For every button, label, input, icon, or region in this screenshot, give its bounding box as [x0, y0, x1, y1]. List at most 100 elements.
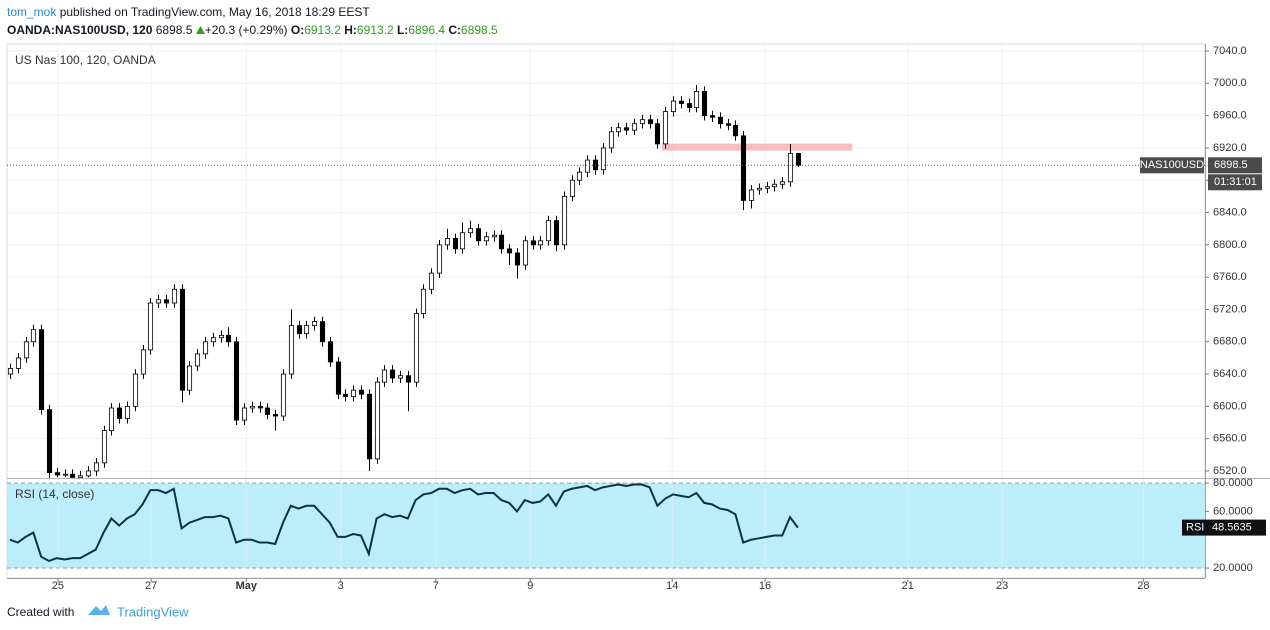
candle-body [405, 375, 412, 383]
candle-body [381, 369, 388, 383]
candle-body [327, 341, 334, 363]
y-tick-label: 6840.0 [1213, 206, 1247, 218]
candle-body [46, 409, 53, 473]
candle-body [787, 153, 794, 183]
y-tick-label: 6960.0 [1213, 110, 1247, 122]
footer-brand[interactable]: TradingView [117, 604, 189, 619]
candle-body [194, 353, 201, 367]
candle-body [654, 123, 661, 145]
c-label: C: [448, 23, 462, 37]
candle-body [366, 393, 373, 460]
header-line-2: OANDA:NAS100USD, 120 6898.5 +20.3 (+0.29… [7, 21, 498, 39]
low-value: 6896.4 [408, 23, 445, 37]
candle-body [241, 407, 248, 421]
candle-body [116, 407, 123, 419]
candle-body [623, 127, 630, 131]
symbol-tag-text: NAS100USD [1140, 159, 1204, 171]
candle-body [15, 357, 22, 369]
candle-body [140, 349, 147, 375]
y-tick-label: 6760.0 [1213, 271, 1247, 283]
rsi-tag-text: RSI [1186, 522, 1204, 534]
rsi-value-text: 48.5635 [1212, 522, 1252, 534]
candle-body [639, 119, 646, 125]
y-tick-label: 6520.0 [1213, 465, 1247, 477]
candle-body [69, 473, 76, 478]
candle-body [459, 232, 466, 250]
plot [7, 84, 853, 563]
candle-body [545, 220, 552, 242]
countdown-tag [1208, 174, 1262, 191]
candle-body [569, 179, 576, 197]
candle-body [467, 228, 474, 234]
candle-body [678, 100, 685, 104]
up-arrow [195, 26, 205, 34]
candle-body [530, 240, 537, 246]
candle-body [647, 119, 654, 125]
y-tick-label: 80.0000 [1213, 477, 1253, 489]
y-tick-label: 6640.0 [1213, 368, 1247, 380]
candle-body [124, 405, 131, 419]
candle-body [709, 115, 716, 118]
price-tag-text: 6898.5 [1214, 159, 1248, 171]
rsi-tag [1182, 519, 1208, 536]
change: +20.3 (+0.29%) [204, 23, 288, 37]
symbol: OANDA:NAS100USD, 120 [7, 23, 153, 37]
candle-body [311, 321, 318, 327]
high-value: 6913.2 [356, 23, 394, 37]
open-value: 6913.2 [304, 23, 341, 37]
rsi-title: RSI (14, close) [15, 487, 94, 501]
header-line-1: tom_mok published on TradingView.com, Ma… [7, 3, 498, 21]
candle-body [132, 373, 139, 407]
countdown-text: 01:31:01 [1214, 176, 1257, 188]
candle-body [218, 334, 225, 339]
candle-body [420, 288, 427, 314]
candle-body [537, 240, 544, 246]
x-tick-label: 3 [338, 580, 344, 592]
candle-body [771, 183, 778, 188]
candle-body [498, 234, 505, 250]
grid [7, 44, 1205, 570]
x-tick-label: 23 [996, 580, 1008, 592]
candle-body [225, 334, 232, 343]
y-tick-label: 7000.0 [1213, 77, 1247, 89]
candle-body [358, 389, 365, 395]
candle-body [264, 407, 271, 415]
header: tom_mok published on TradingView.com, Ma… [7, 3, 498, 39]
candle-body [795, 153, 802, 166]
x-tick-label: 14 [666, 580, 678, 592]
candle-body [779, 181, 786, 185]
candle-body [272, 414, 279, 417]
candle-body [600, 147, 607, 171]
candle-body [686, 103, 693, 108]
candle-body [662, 111, 669, 145]
candle-body [389, 369, 396, 379]
rsi-band [7, 483, 1205, 569]
candle-body [233, 341, 240, 421]
x-tick-label: 27 [145, 580, 157, 592]
candle-body [101, 430, 108, 464]
y-tick-label: 6800.0 [1213, 239, 1247, 251]
candle-body [397, 375, 404, 379]
candle-body [186, 365, 193, 391]
h-label: H: [344, 23, 357, 37]
symbol-tag [1140, 157, 1204, 174]
candle-body [756, 187, 763, 191]
rsi-value-tag [1208, 519, 1266, 536]
candle-body [249, 405, 256, 409]
x-tick-label: 16 [759, 580, 771, 592]
candle-body [85, 470, 92, 477]
tv-logo [88, 605, 110, 615]
candle-body [335, 361, 342, 395]
candle-body [155, 299, 162, 304]
last-price: 6898.5 [155, 23, 193, 37]
candle-body [303, 325, 310, 335]
candle-body [38, 329, 45, 410]
candle-body [171, 288, 178, 304]
candle-body [342, 393, 349, 398]
candle-body [553, 220, 560, 246]
candle-body [670, 100, 677, 112]
y-tick-label: 60.0000 [1213, 505, 1253, 517]
author[interactable]: tom_mok [7, 5, 57, 19]
candle-body [23, 341, 30, 359]
candle-body [202, 341, 209, 355]
